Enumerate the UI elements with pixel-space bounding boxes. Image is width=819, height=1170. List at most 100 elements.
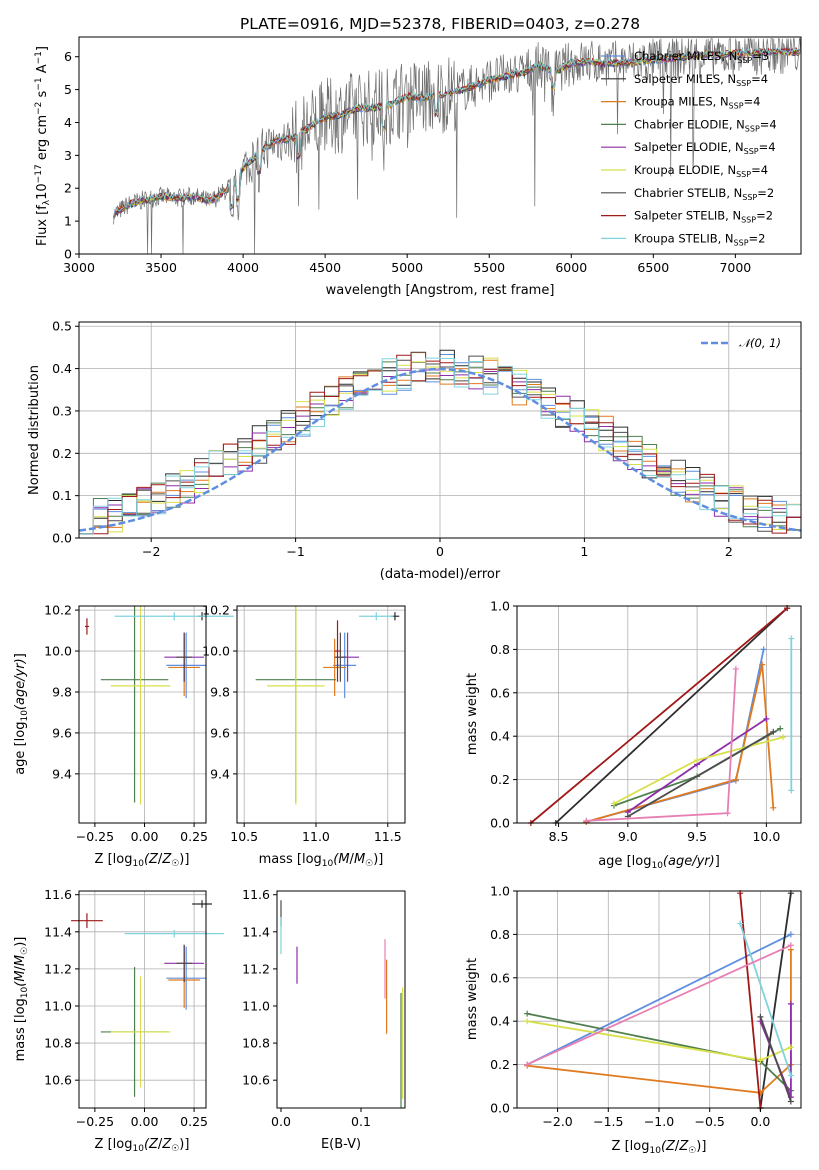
x-tick-label: 3000 — [63, 260, 95, 275]
weight-line — [555, 607, 788, 824]
mass-vs-metallicity-panel: −0.25 0.00 0.25 10.6 10.8 11.0 11.2 11.4 11.6 Z … — [13, 887, 224, 1154]
weight-point — [779, 734, 786, 741]
x-tick-label: −0.5 — [695, 1114, 725, 1129]
legend-entry: Chabrier STELIB, NSSP=2 — [634, 186, 774, 202]
x-tick-label: 7000 — [719, 260, 751, 275]
spectrum-axes-frame — [78, 36, 802, 255]
weight-vs-metallicity-panel: −2.0 −1.5 −1.0 −0.5 0.0 0.0 0.2 0.4 0.6 0.8 1.0 Z … — [465, 884, 802, 1156]
x-tick-label: 10.5 — [230, 829, 258, 844]
x-tick-label: 8.5 — [549, 829, 569, 844]
y-tick-label: 10.8 — [44, 1036, 72, 1051]
mass-vs-metallicity-points — [71, 900, 224, 1097]
weight-line — [526, 944, 792, 1066]
weight-vs-age-x-label: age [log10(age/yr)] — [598, 854, 720, 871]
y-tick-label: 11.0 — [44, 998, 72, 1013]
y-tick-label: 2 — [64, 181, 72, 196]
mass-vs-metallicity-x-label: Z [log10(Z/Z☉)] — [95, 1137, 190, 1154]
weight-point — [524, 1010, 531, 1017]
weight-point — [694, 757, 701, 764]
legend-entry: Salpeter STELIB, NSSP=2 — [634, 209, 773, 225]
weight-point — [732, 776, 739, 783]
weight-point — [737, 920, 744, 927]
age-vs-metallicity-grid — [79, 606, 206, 823]
y-tick-label: 9.8 — [210, 684, 230, 699]
y-tick-label: 10.2 — [44, 603, 72, 618]
y-tick-label: 10.0 — [44, 644, 72, 659]
weight-line — [627, 731, 774, 818]
x-tick-label: 0.25 — [180, 1114, 208, 1129]
y-tick-label: 0 — [64, 247, 72, 262]
residual-histogram — [79, 368, 801, 535]
x-tick-label: −1 — [286, 544, 304, 559]
weight-point — [524, 1018, 531, 1025]
y-tick-label: 0.2 — [490, 1057, 510, 1072]
y-tick-label: 0.0 — [490, 1101, 510, 1116]
weight-point — [724, 810, 731, 817]
y-tick-label: 0.4 — [490, 1014, 510, 1029]
x-tick-label: 3500 — [145, 260, 177, 275]
age-vs-mass-grid — [237, 606, 405, 823]
weight-point — [759, 661, 766, 668]
y-tick-label: 11.4 — [44, 924, 72, 939]
model-spectrum-line — [113, 47, 801, 217]
weight-point — [732, 665, 739, 672]
legend-entry: Kroupa STELIB, NSSP=2 — [634, 231, 765, 247]
y-tick-label: 11.4 — [242, 924, 270, 939]
age-vs-mass-points — [255, 606, 400, 805]
weight-point — [760, 646, 767, 653]
y-tick-label: 9.6 — [210, 725, 230, 740]
y-tick-label: 0.8 — [490, 642, 510, 657]
residual-histogram — [79, 351, 801, 535]
y-tick-label: 0.6 — [490, 970, 510, 985]
x-tick-label: 10.0 — [752, 829, 780, 844]
weight-vs-age-lines — [527, 605, 795, 826]
legend-entry: Kroupa ELODIE, NSSP=4 — [634, 163, 768, 179]
normal-legend-label: 𝒩(0, 1) — [739, 336, 781, 350]
x-tick-label: 0.00 — [131, 1114, 159, 1129]
x-tick-label: 0 — [436, 544, 444, 559]
y-tick-label: 0.6 — [490, 685, 510, 700]
age-vs-mass-ticks: 10.5 11.0 11.5 9.4 9.6 9.8 10.0 10.2 — [202, 603, 402, 844]
mass-vs-extinction-x-label: E(B-V) — [321, 1137, 361, 1152]
weight-point — [787, 942, 794, 949]
weight-line — [739, 923, 792, 1076]
x-tick-label: 0.00 — [131, 829, 159, 844]
weight-point — [610, 800, 617, 807]
mass-vs-metallicity-ticks: −0.25 0.00 0.25 10.6 10.8 11.0 11.2 11.4 11.6 — [44, 887, 208, 1129]
y-tick-label: 11.6 — [242, 887, 270, 902]
age-vs-mass-frame — [236, 605, 406, 824]
legend-entry: Salpeter MILES, NSSP=4 — [634, 72, 768, 88]
weight-vs-age-ticks: 8.5 9.0 9.5 10.0 0.0 0.2 0.4 0.6 0.8 1.0 — [490, 599, 780, 845]
x-tick-label: 9.0 — [618, 829, 638, 844]
x-tick-label: −1.5 — [593, 1114, 623, 1129]
x-tick-label: 11.5 — [374, 829, 402, 844]
observed-spectrum — [113, 37, 802, 255]
x-tick-label: 6500 — [637, 260, 669, 275]
weight-line — [759, 893, 792, 1109]
weight-point — [757, 1013, 764, 1020]
age-vs-metallicity-panel: −0.25 0.00 0.25 9.4 9.6 9.8 10.0 10.2 Z [log10(… — [13, 603, 234, 869]
y-tick-label: 11.0 — [242, 998, 270, 1013]
y-tick-label: 9.8 — [52, 684, 72, 699]
y-tick-label: 1.0 — [490, 599, 510, 614]
x-tick-label: 0.25 — [180, 829, 208, 844]
y-tick-label: 0.4 — [490, 729, 510, 744]
y-tick-label: 10.2 — [202, 603, 230, 618]
weight-vs-metallicity-ticks: −2.0 −1.5 −1.0 −0.5 0.0 0.0 0.2 0.4 0.6 0.8 1.0 — [490, 884, 770, 1130]
x-tick-label: 5000 — [391, 260, 423, 275]
x-tick-label: 0.0 — [271, 1114, 291, 1129]
x-tick-label: 11.0 — [302, 829, 330, 844]
y-tick-label: 0.1 — [52, 488, 72, 503]
age-vs-metallicity-ticks: −0.25 0.00 0.25 9.4 9.6 9.8 10.0 10.2 — [44, 603, 208, 844]
y-tick-label: 9.6 — [52, 725, 72, 740]
mass-vs-extinction-panel: 0.0 0.1 10.6 10.8 11.0 11.2 11.4 11.6 E(B-V) — [242, 887, 406, 1152]
x-tick-label: 1 — [580, 544, 588, 559]
y-tick-label: 11.2 — [242, 961, 270, 976]
legend-entry: Chabrier MILES, NSSP=3 — [634, 49, 769, 65]
y-tick-label: 11.6 — [44, 887, 72, 902]
age-vs-metallicity-y-label: age [log10(age/yr)] — [13, 653, 30, 775]
y-tick-label: 1 — [64, 214, 72, 229]
weight-point — [788, 635, 795, 642]
y-tick-label: 0.8 — [490, 927, 510, 942]
